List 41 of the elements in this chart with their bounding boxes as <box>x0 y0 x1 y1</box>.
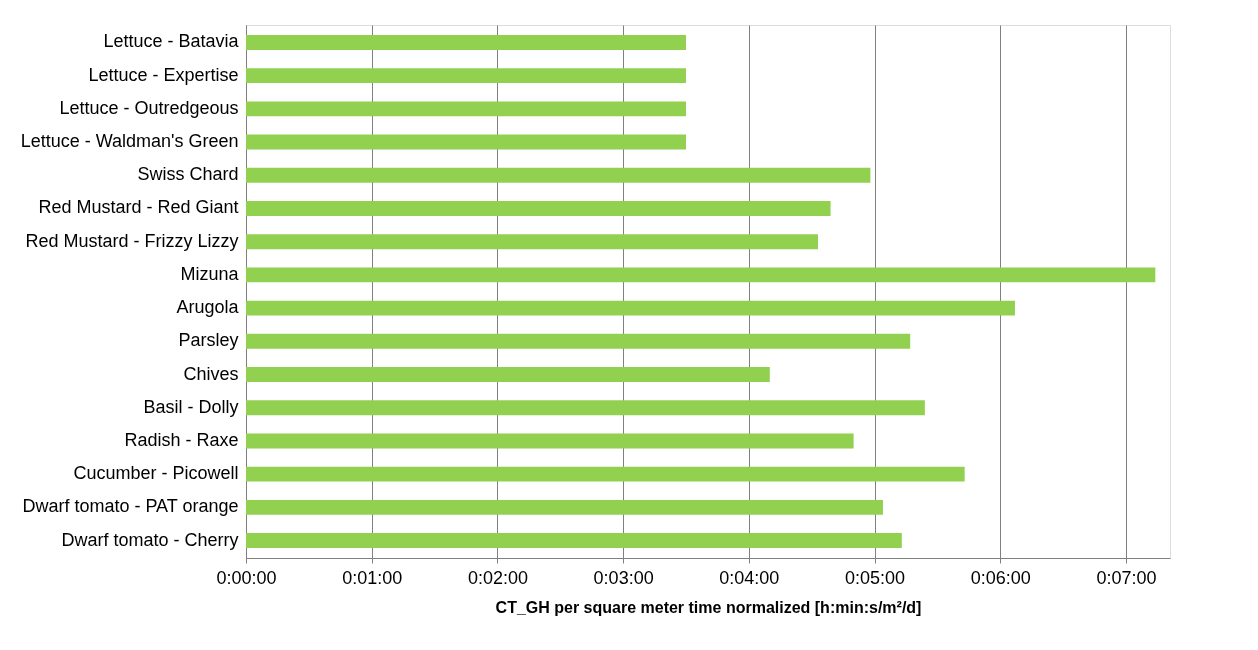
x-tick-label: 0:00:00 <box>216 567 277 588</box>
y-tick-label: Lettuce - Outredgeous <box>59 97 239 118</box>
bar <box>246 234 818 250</box>
x-tick-label: 0:02:00 <box>467 567 528 588</box>
bar <box>246 499 883 515</box>
bar <box>246 300 1015 316</box>
bar <box>246 201 831 216</box>
bar <box>246 34 686 50</box>
bar <box>246 134 686 150</box>
x-tick-label: 0:04:00 <box>719 567 780 588</box>
y-tick-label: Arugola <box>176 297 240 318</box>
x-tick-label: 0:05:00 <box>845 567 906 588</box>
y-tick-label: Red Mustard - Frizzy Lizzy <box>25 230 239 251</box>
y-tick-label: Mizuna <box>180 263 240 284</box>
y-tick-label: Lettuce - Batavia <box>103 31 240 52</box>
x-tick-label: 0:03:00 <box>593 567 654 588</box>
y-tick-label: Swiss Chard <box>137 164 239 185</box>
y-tick-label: Lettuce - Waldman's Green <box>20 131 239 152</box>
bar <box>246 167 871 183</box>
y-tick-label: Dwarf tomato - Cherry <box>61 529 239 550</box>
y-tick-label: Parsley <box>178 330 239 351</box>
bar <box>246 333 911 349</box>
bar <box>246 400 925 416</box>
x-axis-title: CT_GH per square meter time normalized [h:min:s/m²/d] <box>495 598 922 616</box>
bar <box>246 267 1156 283</box>
y-tick-label: Lettuce - Expertise <box>88 64 239 85</box>
bar <box>246 466 965 482</box>
y-tick-label: Cucumber - Picowell <box>73 463 239 484</box>
bar <box>246 433 854 449</box>
y-tick-label: Basil - Dolly <box>143 396 239 417</box>
x-tick-label: 0:06:00 <box>970 567 1031 588</box>
bar <box>246 533 902 549</box>
x-tick-label: 0:07:00 <box>1096 567 1157 588</box>
y-tick-label: Dwarf tomato - PAT orange <box>22 496 239 517</box>
bar <box>246 101 686 117</box>
y-tick-label: Radish - Raxe <box>124 429 239 450</box>
y-tick-label: Chives <box>183 363 239 384</box>
bar <box>246 68 686 84</box>
y-tick-label: Red Mustard - Red Giant <box>38 197 239 218</box>
bar <box>246 367 770 382</box>
x-tick-label: 0:01:00 <box>342 567 403 588</box>
